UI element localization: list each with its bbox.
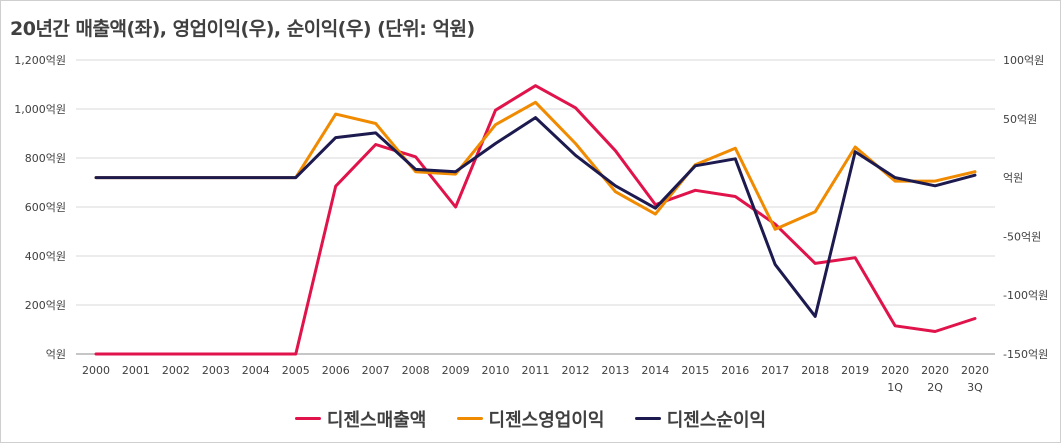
legend-item-sales: 디젠스매출액 (294, 406, 427, 432)
right-tick-label: -100억원 (1003, 289, 1048, 302)
x-tick-label: 2011 (522, 364, 550, 377)
x-tick-label: 2001 (122, 364, 150, 377)
legend-swatch-operating-profit (456, 417, 483, 420)
x-tick-label: 2006 (322, 364, 350, 377)
left-tick-label: 800억원 (25, 152, 66, 165)
right-tick-label: 100억원 (1003, 54, 1044, 67)
x-tick-label: 2005 (282, 364, 310, 377)
series-lines (94, 84, 977, 356)
legend-label-net-income: 디젠스순이익 (666, 409, 767, 431)
x-tick-label: 2007 (362, 364, 390, 377)
x-tick-label: 2014 (641, 364, 669, 377)
x-tick-sublabel: 2Q (927, 381, 943, 394)
x-tick-label: 2003 (202, 364, 230, 377)
series-line-net-income (94, 116, 977, 318)
right-tick-label: 억원 (1003, 172, 1023, 185)
x-tick-label: 2015 (681, 364, 709, 377)
legend: 디젠스매출액 디젠스영업이익 디젠스순이익 (0, 404, 1061, 432)
left-tick-label: 200억원 (25, 299, 66, 312)
x-tick-label: 2018 (801, 364, 829, 377)
left-tick-label: 400억원 (25, 250, 66, 263)
series-line-operating-profit (94, 100, 977, 231)
x-axis: 2000 2001 2002 2003 2004 2005 2006 2007 2008 2009… (82, 364, 989, 394)
chart-title: 20년간 매출액(좌), 영업이익(우), 순이익(우) (단위: 억원) (10, 18, 475, 40)
x-tick-label: 2010 (482, 364, 510, 377)
x-tick-label: 2013 (601, 364, 629, 377)
right-axis: -150억원 -100억원 -50억원 억원 50억원 100억원 (1003, 54, 1048, 361)
x-tick-label: 2012 (561, 364, 589, 377)
x-tick-label: 2002 (162, 364, 190, 377)
left-tick-label: 1,200억원 (14, 54, 66, 67)
legend-item-operating-profit: 디젠스영업이익 (456, 406, 605, 432)
x-tick-label: 2020 (921, 364, 949, 377)
x-tick-label: 2020 (961, 364, 989, 377)
right-tick-label: 50억원 (1003, 113, 1037, 126)
x-tick-label: 2017 (761, 364, 789, 377)
x-tick-sublabel: 1Q (887, 381, 903, 394)
right-tick-label: -50억원 (1003, 230, 1041, 243)
x-tick-label: 2009 (442, 364, 470, 377)
x-tick-label: 2020 (881, 364, 909, 377)
series-line-sales (94, 84, 977, 356)
left-tick-label: 600억원 (25, 201, 66, 214)
legend-item-net-income: 디젠스순이익 (634, 406, 767, 432)
x-tick-sublabel: 3Q (967, 381, 983, 394)
x-tick-label: 2000 (82, 364, 110, 377)
x-tick-label: 2016 (721, 364, 749, 377)
left-tick-label: 억원 (46, 348, 66, 361)
legend-label-sales: 디젠스매출액 (326, 409, 427, 431)
legend-swatch-sales (294, 417, 321, 420)
left-axis: 억원 200억원 400억원 600억원 800억원 1,000억원 1,200억원 (14, 54, 66, 361)
x-tick-label: 2019 (841, 364, 869, 377)
x-tick-label: 2004 (242, 364, 270, 377)
legend-swatch-net-income (634, 417, 661, 420)
left-tick-label: 1,000억원 (14, 103, 66, 116)
x-tick-label: 2008 (402, 364, 430, 377)
right-tick-label: -150억원 (1003, 348, 1048, 361)
legend-label-operating-profit: 디젠스영업이익 (488, 409, 605, 431)
